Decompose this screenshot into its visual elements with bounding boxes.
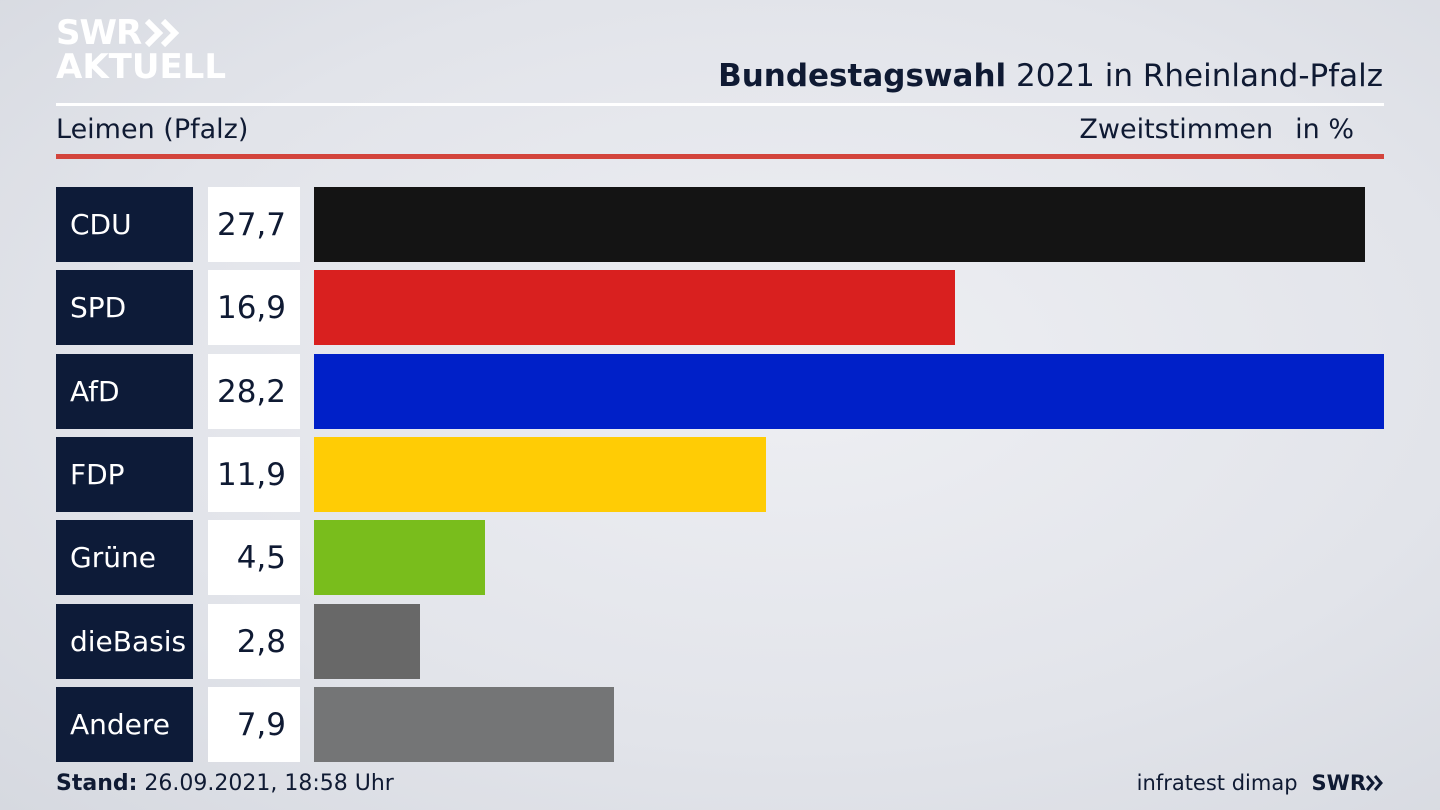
- footer-double-chevron-icon: [1366, 775, 1383, 791]
- bar: [314, 687, 614, 762]
- measure-text: Zweitstimmen: [1079, 114, 1274, 145]
- party-label: SPD: [56, 270, 193, 345]
- bar-row: CDU 27,7: [0, 187, 1440, 262]
- party-label: dieBasis: [56, 604, 193, 679]
- bar: [314, 187, 1365, 262]
- footer-swr-text: SWR: [1311, 771, 1366, 795]
- region-subtitle: Leimen (Pfalz): [56, 114, 249, 145]
- measure-label: Zweitstimmen in %: [1079, 114, 1354, 145]
- value-label: 4,5: [208, 520, 300, 595]
- bar-row: Andere 7,9: [0, 687, 1440, 762]
- timestamp: Stand: 26.09.2021, 18:58 Uhr: [56, 771, 394, 796]
- accent-divider: [56, 154, 1384, 159]
- bar-row: FDP 11,9: [0, 437, 1440, 512]
- stand-value: 26.09.2021, 18:58 Uhr: [137, 771, 394, 796]
- value-label: 7,9: [208, 687, 300, 762]
- party-label: Andere: [56, 687, 193, 762]
- double-chevron-icon: [145, 19, 180, 47]
- logo-swr-text: SWR: [56, 13, 142, 53]
- swr-aktuell-logo: SWR AKTUELL: [56, 16, 226, 84]
- party-label: FDP: [56, 437, 193, 512]
- bar-row: AfD 28,2: [0, 354, 1440, 429]
- source-credit: infratest dimap SWR: [1137, 771, 1384, 795]
- source-text: infratest dimap: [1136, 771, 1298, 795]
- party-label: Grüne: [56, 520, 193, 595]
- bar-row: SPD 16,9: [0, 270, 1440, 345]
- bar: [314, 354, 1384, 429]
- bar-row: dieBasis 2,8: [0, 604, 1440, 679]
- logo-aktuell-text: AKTUELL: [56, 47, 227, 87]
- party-label: AfD: [56, 354, 193, 429]
- bar: [314, 520, 485, 595]
- unit-text: in %: [1295, 114, 1354, 145]
- value-label: 11,9: [208, 437, 300, 512]
- value-label: 2,8: [208, 604, 300, 679]
- footer-swr-logo: SWR: [1312, 771, 1384, 795]
- bar-row: Grüne 4,5: [0, 520, 1440, 595]
- party-label: CDU: [56, 187, 193, 262]
- bar: [314, 437, 766, 512]
- value-label: 27,7: [208, 187, 300, 262]
- value-label: 16,9: [208, 270, 300, 345]
- header-divider: [56, 103, 1384, 106]
- chart-title: Bundestagswahl 2021 in Rheinland-Pfalz: [718, 58, 1383, 94]
- stand-label: Stand:: [56, 771, 138, 796]
- bar: [314, 604, 420, 679]
- value-label: 28,2: [208, 354, 300, 429]
- chart-title-rest: 2021 in Rheinland-Pfalz: [1006, 58, 1383, 94]
- chart-title-bold: Bundestagswahl: [718, 58, 1007, 94]
- bar: [314, 270, 955, 345]
